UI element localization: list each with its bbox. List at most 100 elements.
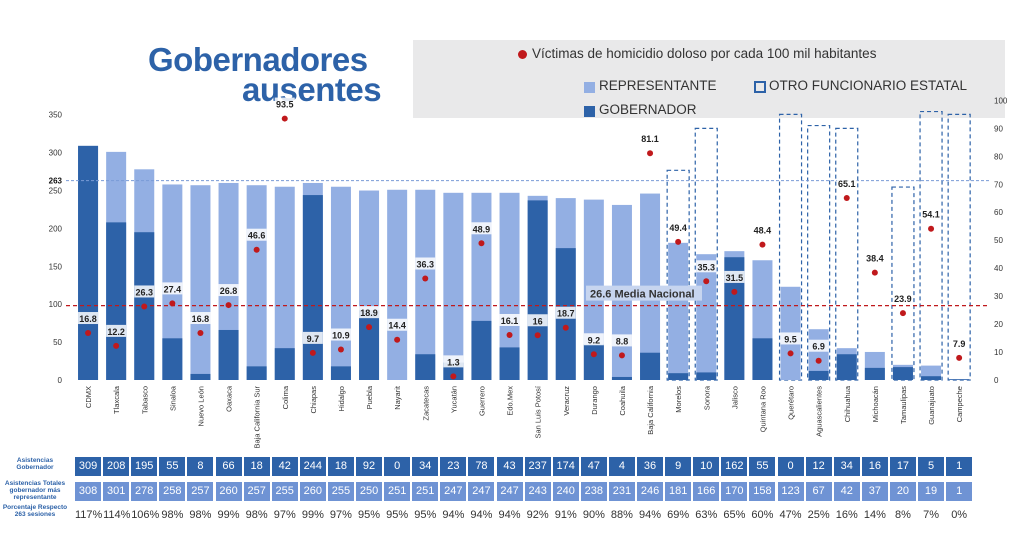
gobernador-bar bbox=[836, 354, 857, 380]
category-label: Nayarit bbox=[393, 385, 402, 410]
homicide-label: 16.1 bbox=[501, 316, 519, 326]
table-cell-row3: 0% bbox=[946, 506, 973, 525]
homicide-label: 27.4 bbox=[164, 284, 182, 294]
gobernador-bar bbox=[527, 200, 548, 380]
right-axis-tick: 80 bbox=[994, 152, 1003, 161]
page-title-line1: Gobernadores bbox=[148, 41, 368, 78]
homicide-label-bg bbox=[274, 97, 295, 110]
table-cell-row1: 4 bbox=[608, 457, 635, 476]
table-cell-row2: 37 bbox=[861, 482, 888, 501]
gobernador-bar bbox=[640, 352, 661, 380]
table-cell-row2: 258 bbox=[159, 482, 186, 501]
homicide-point bbox=[450, 373, 457, 380]
gobernador-bar bbox=[752, 338, 773, 380]
homicide-point bbox=[843, 194, 850, 201]
homicide-point bbox=[731, 288, 738, 295]
table-cell-row1: 42 bbox=[271, 457, 298, 476]
table-cell-row1: 12 bbox=[805, 457, 832, 476]
category-label: Coahuila bbox=[618, 385, 627, 415]
table-cell-row2: 247 bbox=[496, 482, 523, 501]
table-cell-row2: 181 bbox=[665, 482, 692, 501]
homicide-label-bg bbox=[864, 251, 885, 264]
homicide-label: 9.5 bbox=[784, 334, 797, 344]
right-axis-tick: 20 bbox=[994, 320, 1003, 329]
homicide-label: 8.8 bbox=[616, 336, 629, 346]
chart: 0 50 100 150 200 250 300 350 263 0 10 20 30 40 50 60 70 8… bbox=[49, 96, 1008, 448]
right-axis-tick: 60 bbox=[994, 208, 1003, 217]
homicide-point bbox=[956, 354, 963, 361]
homicide-label: 38.4 bbox=[866, 254, 884, 264]
left-axis-tick: 0 bbox=[58, 376, 63, 385]
otro-funcionario-bar bbox=[891, 186, 915, 381]
gobernador-bar bbox=[499, 347, 520, 380]
homicide-label: 7.9 bbox=[953, 339, 966, 349]
table-cell-row1: 9 bbox=[665, 457, 692, 476]
right-axis-tick: 40 bbox=[994, 264, 1003, 273]
homicide-label: 54.1 bbox=[922, 210, 940, 220]
right-axis-tick: 90 bbox=[994, 124, 1003, 133]
homicide-point bbox=[703, 278, 710, 285]
homicide-label: 14.4 bbox=[388, 321, 406, 331]
category-label: Morelos bbox=[674, 386, 683, 413]
homicide-label-bg bbox=[106, 324, 127, 337]
category-label: Querétaro bbox=[787, 386, 796, 420]
row2-label: Asistencias Totales gobernador más repre… bbox=[4, 480, 66, 501]
homicide-point bbox=[281, 115, 288, 122]
table-cell-row1: 43 bbox=[496, 457, 523, 476]
homicide-label-bg bbox=[640, 132, 661, 145]
homicide-label-bg bbox=[611, 334, 632, 347]
table-cell-row2: 170 bbox=[721, 482, 748, 501]
category-label: Oaxaca bbox=[225, 385, 234, 412]
table-cell-row1: 55 bbox=[749, 457, 776, 476]
table-cell-row3: 92% bbox=[524, 506, 551, 525]
category-label: Chiapas bbox=[309, 386, 318, 414]
table-cell-row1: 34 bbox=[833, 457, 860, 476]
category-label: Tabasco bbox=[140, 386, 149, 414]
table-cell-row3: 60% bbox=[749, 506, 776, 525]
table-cell-row3: 99% bbox=[215, 506, 242, 525]
homicide-point bbox=[85, 330, 92, 337]
homicide-label: 36.3 bbox=[416, 260, 434, 270]
table-cell-row3: 95% bbox=[356, 506, 383, 525]
homicide-label-bg bbox=[134, 285, 155, 298]
homicide-label: 10.9 bbox=[332, 331, 350, 341]
category-label: Puebla bbox=[365, 385, 374, 409]
gobernador-bar bbox=[892, 367, 913, 380]
homicide-label-bg bbox=[724, 270, 745, 283]
table-cell-row3: 114% bbox=[103, 506, 130, 525]
homicide-point bbox=[197, 330, 204, 337]
table-cell-row1: 5 bbox=[918, 457, 945, 476]
left-axis-tick: 50 bbox=[53, 338, 62, 347]
category-label: Guerrero bbox=[477, 386, 486, 416]
homicide-point bbox=[899, 310, 906, 317]
right-axis-tick: 10 bbox=[994, 348, 1003, 357]
homicide-point bbox=[478, 240, 485, 247]
table-cell-row1: 10 bbox=[693, 457, 720, 476]
otro-funcionario-bar bbox=[666, 169, 690, 381]
table-cell-row3: 88% bbox=[608, 506, 635, 525]
table-cell-row3: 94% bbox=[496, 506, 523, 525]
homicide-dot-legend-icon bbox=[518, 50, 527, 59]
table-cell-row1: 34 bbox=[412, 457, 439, 476]
table-cell-row2: 255 bbox=[327, 482, 354, 501]
table-cell-row3: 106% bbox=[131, 506, 159, 525]
homicide-label-bg bbox=[921, 207, 942, 220]
gobernador-bar bbox=[864, 367, 885, 380]
gobernador-bar bbox=[330, 366, 351, 380]
table-cell-row1: 36 bbox=[637, 457, 664, 476]
table-cell-row3: 117% bbox=[75, 506, 102, 525]
category-label: Michoacán bbox=[871, 386, 880, 422]
page-title-line2: ausentes bbox=[242, 71, 382, 108]
table-cell-row2: 251 bbox=[384, 482, 411, 501]
category-label: Quintana Roo bbox=[758, 386, 767, 432]
representante-bar bbox=[274, 186, 295, 380]
table-cell-row2: 278 bbox=[131, 482, 158, 501]
table-cell-row2: 158 bbox=[749, 482, 776, 501]
representante-bar bbox=[415, 189, 436, 380]
table-cell-row3: 99% bbox=[299, 506, 326, 525]
homicide-label-bg bbox=[190, 312, 211, 325]
homicide-label-bg bbox=[471, 222, 492, 235]
homicide-label-bg bbox=[583, 333, 604, 346]
table-cell-row2: 243 bbox=[524, 482, 551, 501]
table-cell-row3: 25% bbox=[805, 506, 832, 525]
